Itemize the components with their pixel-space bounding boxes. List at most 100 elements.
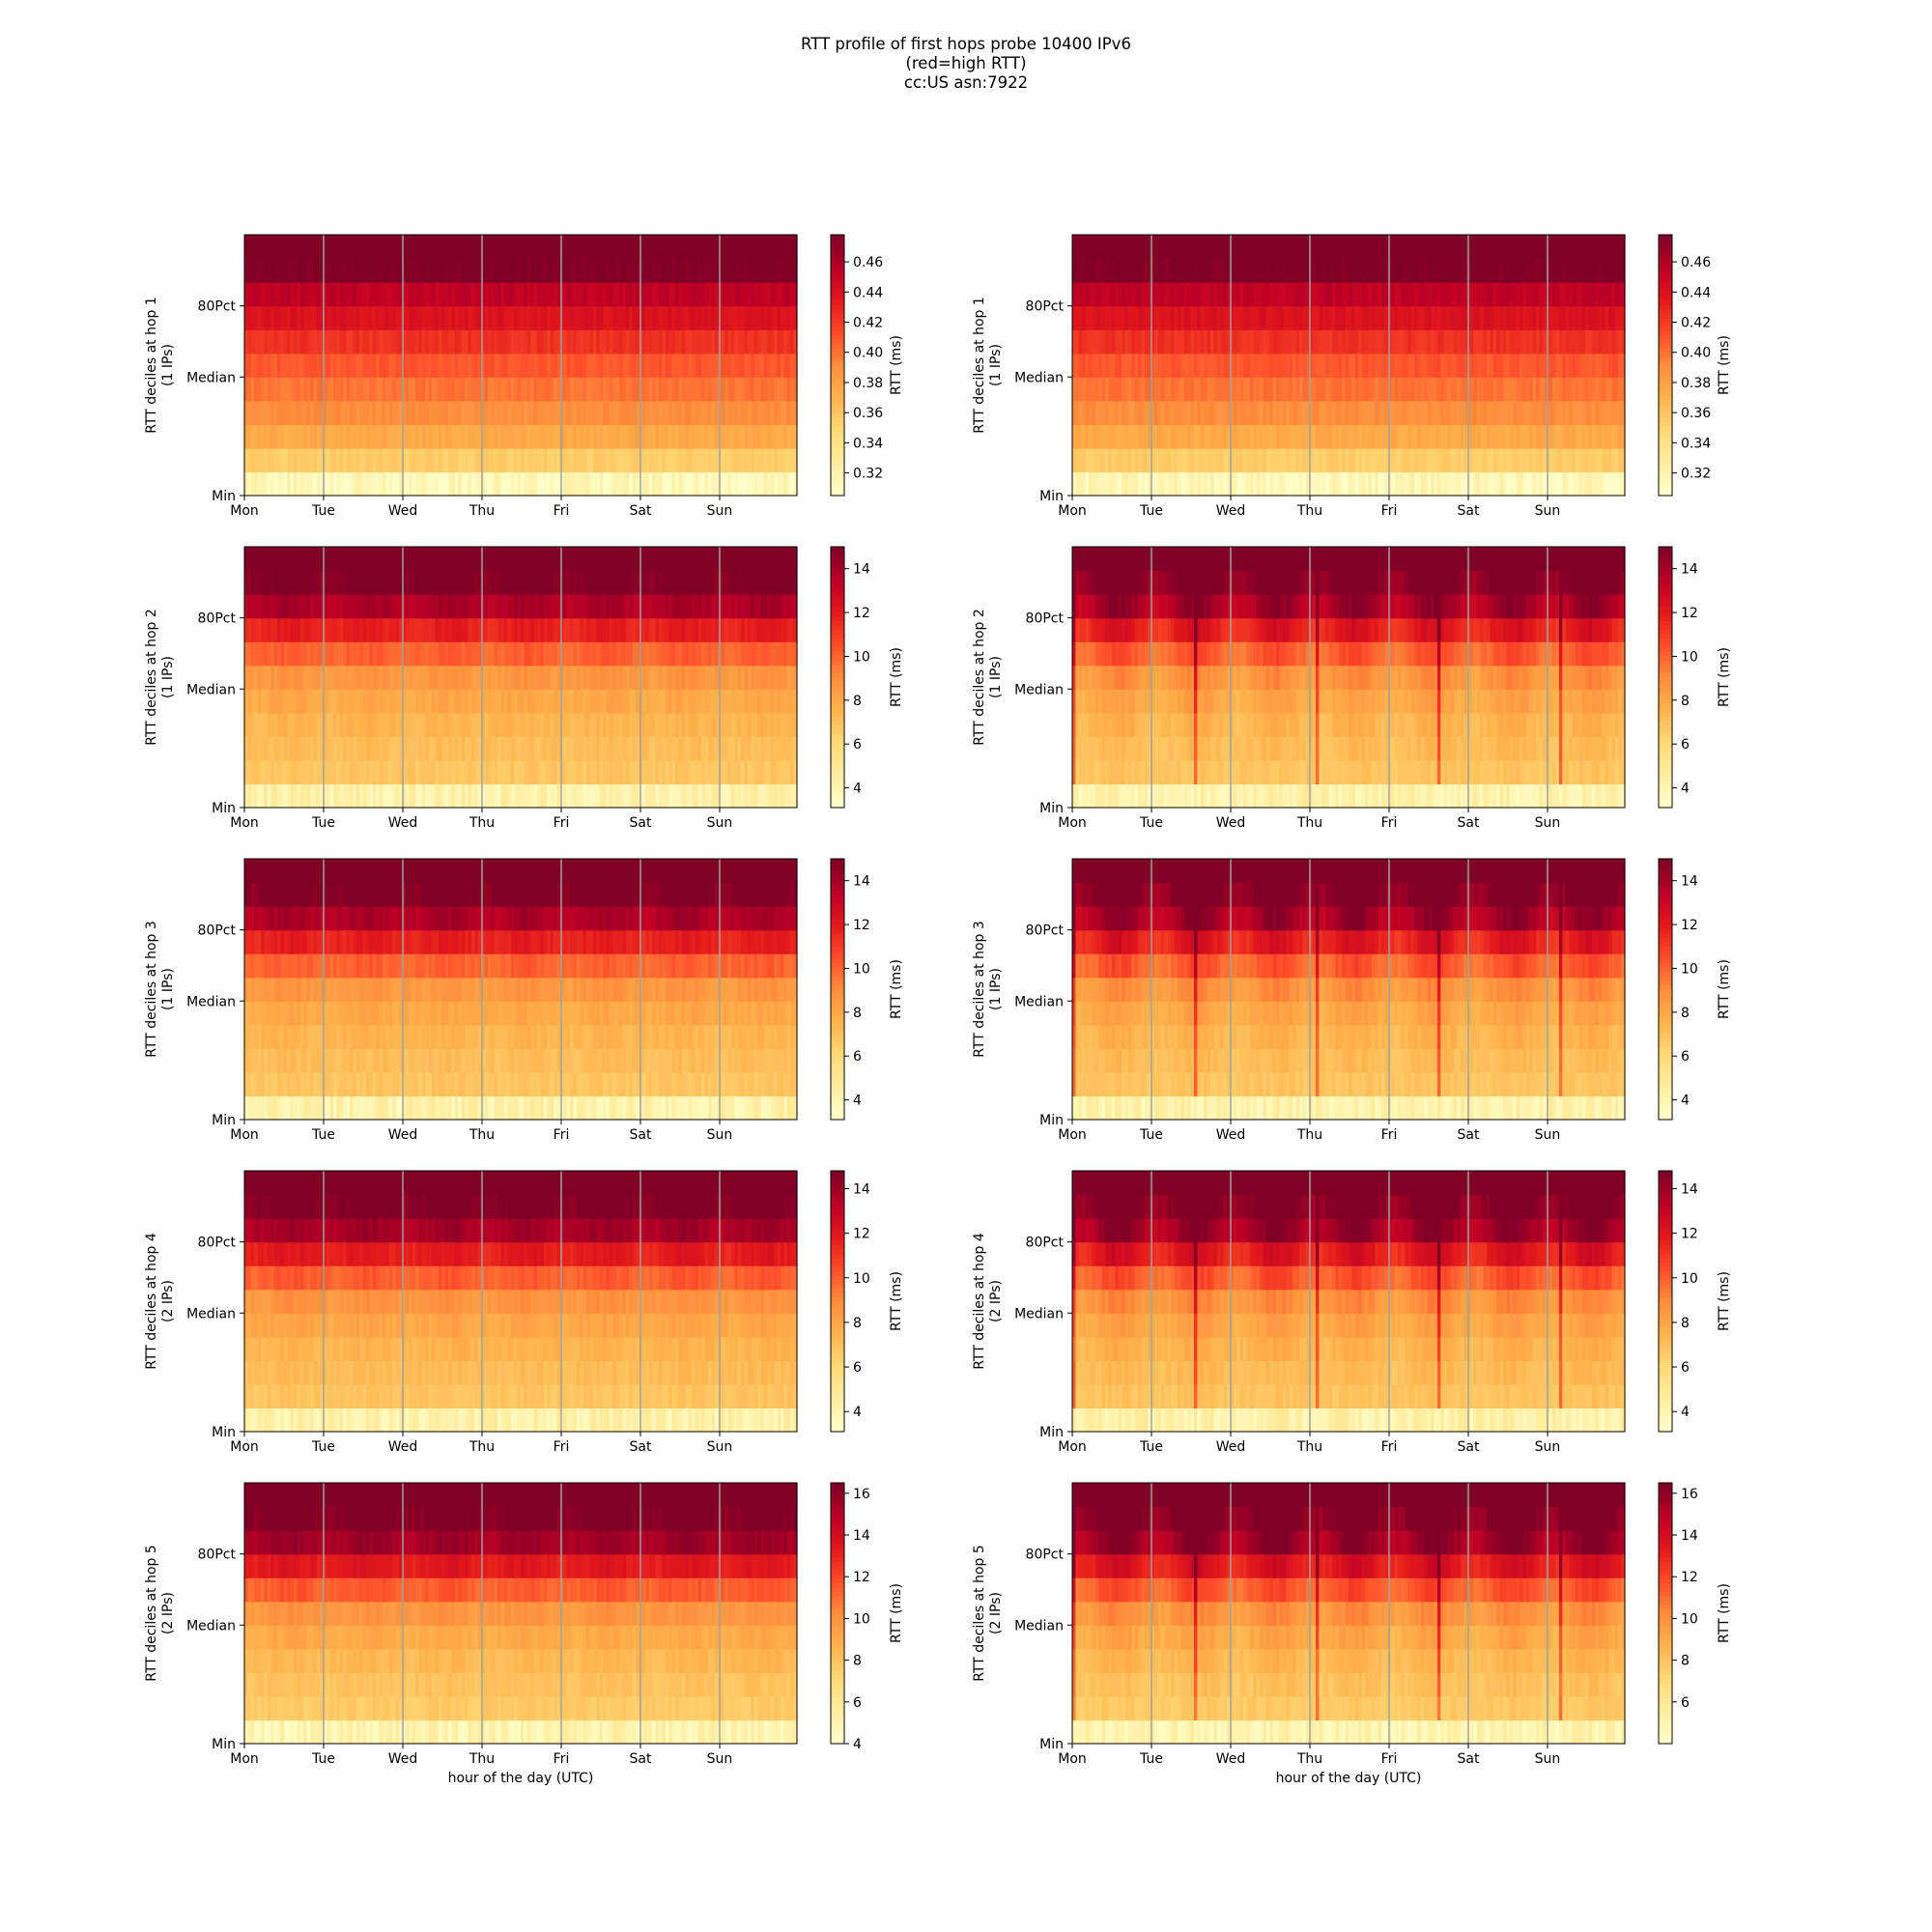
heatmap-cell [1555,329,1560,355]
heatmap-cell [273,547,278,572]
heatmap-cell [369,665,374,690]
heatmap-cell [1492,400,1497,425]
heatmap-cell [767,471,772,497]
heatmap-cell [438,641,442,667]
heatmap-cell [1249,424,1254,449]
heatmap-cell [1469,305,1474,330]
heatmap-cell [1183,353,1188,378]
heatmap-cell [695,258,699,283]
heatmap-cell [727,471,732,497]
heatmap-cell [491,305,496,330]
heatmap-cell [659,258,663,283]
heatmap-cell [1565,258,1570,283]
heatmap-cell [1548,329,1553,355]
heatmap-cell [751,400,755,425]
heatmap-cell [316,665,321,690]
heatmap-cell [329,282,334,307]
colorbar-swatch [1659,487,1672,493]
heatmap-cell [280,617,285,642]
heatmap-cell [428,305,433,330]
heatmap-cell [688,305,693,330]
heatmap-cell [1289,282,1293,307]
heatmap-cell [264,689,269,714]
heatmap-cell [503,471,508,497]
heatmap-cell [339,377,344,402]
heatmap-cell [514,400,519,425]
heatmap-cell [1154,329,1159,355]
heatmap-cell [491,235,496,260]
heatmap-cell [1349,377,1352,402]
heatmap-cell [708,305,713,330]
heatmap-cell [1227,282,1232,307]
heatmap-cell [458,641,463,667]
heatmap-cell [517,547,522,572]
heatmap-cell [747,353,752,378]
heatmap-cell [1345,282,1350,307]
heatmap-cell [1078,258,1083,283]
heatmap-cell [1319,400,1323,425]
colorbar-swatch [1659,452,1672,458]
heatmap-cell [625,377,630,402]
heatmap-cell [589,471,594,497]
heatmap-cell [458,235,463,260]
heatmap-cell [320,617,325,642]
heatmap-cell [524,759,528,785]
heatmap-cell [530,471,535,497]
heatmap-cell [425,689,430,714]
heatmap-cell [1312,329,1317,355]
heatmap-cell [641,447,646,473]
heatmap-cell [362,471,367,497]
heatmap-cell [297,447,301,473]
heatmap-cell [1453,329,1458,355]
heatmap-cell [316,570,321,595]
heatmap-cell [550,617,554,642]
heatmap-cell [1295,258,1300,283]
heatmap-cell [316,353,321,378]
heatmap-cell [537,282,542,307]
heatmap-cell [1085,377,1090,402]
heatmap-cell [1223,471,1228,497]
heatmap-cell [1371,447,1376,473]
heatmap-cell [355,783,360,809]
heatmap-cell [491,447,496,473]
colorbar-swatch [1659,334,1672,340]
heatmap-cell [359,594,364,619]
heatmap-cell [612,424,617,449]
heatmap-cell [554,447,558,473]
heatmap-cell [1276,447,1281,473]
heatmap-cell [559,329,564,355]
heatmap-cell [270,594,275,619]
heatmap-cell [264,570,269,595]
heatmap-cell [372,665,377,690]
heatmap-cell [1539,305,1544,330]
heatmap-cell [770,282,775,307]
heatmap-cell [1282,424,1287,449]
heatmap-cell [1216,353,1221,378]
heatmap-cell [320,377,325,402]
heatmap-cell [763,282,768,307]
heatmap-cell [760,424,765,449]
heatmap-cell [1607,329,1612,355]
heatmap-cell [1496,424,1501,449]
heatmap-cell [484,759,489,785]
heatmap-cell [379,736,384,761]
heatmap-cell [310,689,315,714]
heatmap-cell [1325,329,1330,355]
heatmap-cell [477,353,482,378]
heatmap-cell [665,471,669,497]
heatmap-cell [1108,258,1113,283]
heatmap-cell [355,353,360,378]
heatmap-cell [421,329,426,355]
heatmap-cell [294,665,298,690]
heatmap-cell [514,689,519,714]
heatmap-cell [320,305,325,330]
heatmap-cell [327,689,331,714]
heatmap-cell [547,689,552,714]
heatmap-cell [254,329,259,355]
heatmap-cell [1503,424,1508,449]
heatmap-cell [510,736,515,761]
heatmap-cell [645,424,650,449]
heatmap-cell [521,759,525,785]
heatmap-cell [760,353,765,378]
heatmap-cell [435,665,440,690]
